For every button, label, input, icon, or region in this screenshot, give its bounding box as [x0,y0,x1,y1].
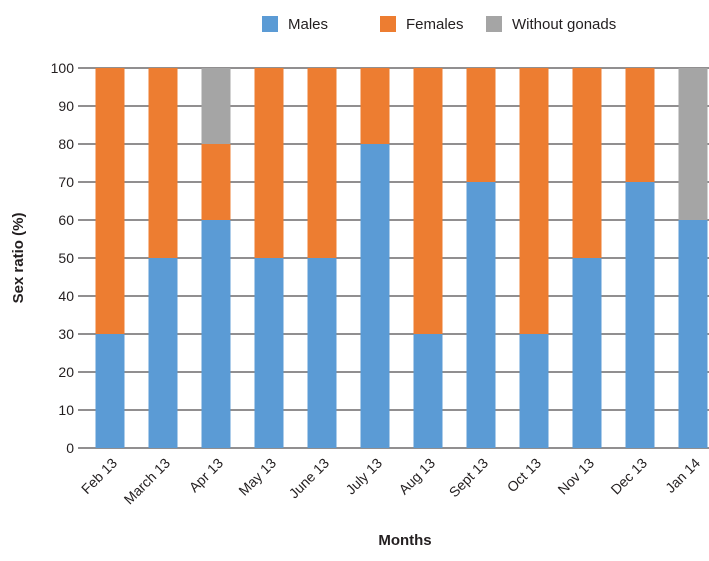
x-tick-label-june-13: June 13 [286,455,333,502]
y-axis-ticks: 0 10 20 30 40 50 60 70 80 90 100 [51,60,84,456]
x-tick-label-aug-13: Aug 13 [395,455,438,498]
x-tick-label-nov-13: Nov 13 [554,455,597,498]
bar-males-july-13 [360,144,390,448]
y-tick-label-100: 100 [51,60,75,76]
bar-females-july-13 [360,68,390,144]
x-tick-label-dec-13: Dec 13 [607,455,650,498]
x-axis-title: Months [378,532,431,549]
gridlines [84,67,709,449]
x-tick-label-march-13: March 13 [121,455,174,508]
x-axis-ticks: Feb 13 March 13 Apr 13 May 13 June 13 July 13… [78,455,703,508]
bar-males-dec-13 [625,182,655,448]
y-tick-label-40: 40 [58,288,74,304]
y-axis-title: Sex ratio (%) [10,213,27,304]
y-tick-label-90: 90 [58,98,74,114]
bar-females-feb-13 [95,68,125,334]
bar-females-apr-13 [201,144,231,220]
y-tick-label-80: 80 [58,136,74,152]
bar-females-nov-13 [572,68,602,258]
bar-males-feb-13 [95,334,125,448]
bar-without-gonads-apr-13 [201,68,231,144]
y-tick-label-70: 70 [58,174,74,190]
y-tick-label-50: 50 [58,250,74,266]
bar-females-may-13 [254,68,284,258]
bar-without-gonads-jan-14 [678,68,708,220]
x-tick-label-jan-14: Jan 14 [662,455,703,496]
bar-males-apr-13 [201,220,231,448]
bar-males-oct-13 [519,334,549,448]
legend-swatch-without-gonads [486,16,502,32]
bar-females-aug-13 [413,68,443,334]
x-tick-label-apr-13: Apr 13 [186,455,227,496]
bar-females-oct-13 [519,68,549,334]
bar-males-aug-13 [413,334,443,448]
x-tick-label-july-13: July 13 [342,455,385,498]
x-tick-label-sept-13: Sept 13 [446,455,492,501]
bar-females-june-13 [307,68,337,258]
bar-males-march-13 [148,258,178,448]
x-tick-label-may-13: May 13 [235,455,279,499]
bar-females-dec-13 [625,68,655,182]
bar-males-nov-13 [572,258,602,448]
bar-females-march-13 [148,68,178,258]
legend-label-without-gonads: Without gonads [512,16,616,33]
legend-label-males: Males [288,16,328,33]
bar-males-june-13 [307,258,337,448]
y-tick-label-20: 20 [58,364,74,380]
y-tick-label-0: 0 [66,440,74,456]
legend-label-females: Females [406,16,464,33]
x-tick-label-oct-13: Oct 13 [504,455,545,496]
bars [95,68,708,448]
bar-males-sept-13 [466,182,496,448]
y-tick-label-30: 30 [58,326,74,342]
y-tick-label-10: 10 [58,402,74,418]
bar-males-may-13 [254,258,284,448]
legend-swatch-males [262,16,278,32]
bar-males-jan-14 [678,220,708,448]
y-tick-label-60: 60 [58,212,74,228]
bar-females-sept-13 [466,68,496,182]
x-tick-label-feb-13: Feb 13 [78,455,120,497]
legend: Males Females Without gonads [262,16,616,33]
legend-swatch-females [380,16,396,32]
